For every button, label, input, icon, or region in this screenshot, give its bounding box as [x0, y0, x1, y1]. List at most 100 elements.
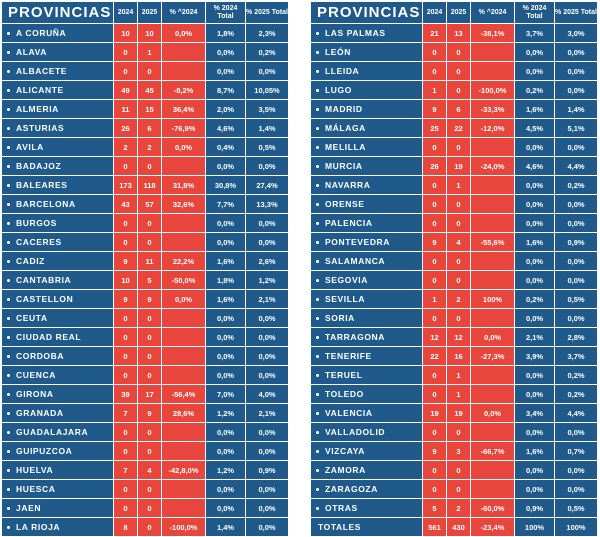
value-2025: 22	[447, 119, 471, 138]
value-2024: 0	[423, 214, 447, 233]
bullet-icon	[316, 449, 319, 453]
province-label: LEÓN	[325, 47, 352, 57]
bullet-icon	[7, 373, 10, 377]
pct-2024-total: 8,7%	[206, 81, 246, 100]
table-row: ALAVA 0 1 0,0% 0,2%	[2, 43, 289, 62]
pct-2024-total: 0,0%	[206, 347, 246, 366]
value-2024: 5	[423, 499, 447, 518]
pct-change	[471, 43, 515, 62]
pct-2024-total: 0,0%	[515, 43, 555, 62]
province-name: VALENCIA	[311, 404, 423, 423]
pct-2025-total: 0,0%	[246, 347, 289, 366]
pct-change: -42,8,0%	[162, 461, 206, 480]
pct-change: 28,6%	[162, 404, 206, 423]
province-label: ZAMORA	[325, 465, 366, 475]
pct-change: -76,9%	[162, 119, 206, 138]
table-row: VALENCIA 19 19 0,0% 3,4% 4,4%	[311, 404, 598, 423]
province-label: LA RIOJA	[16, 522, 61, 532]
province-label: MELILLA	[325, 142, 367, 152]
value-2024: 9	[114, 252, 138, 271]
pct-change	[471, 385, 515, 404]
table-row: MURCIA 26 19 -24,0% 4,6% 4,4%	[311, 157, 598, 176]
province-name: A CORUÑA	[2, 24, 114, 43]
province-label: OTRAS	[325, 503, 358, 513]
pct-change	[471, 176, 515, 195]
province-label: LLEIDA	[325, 66, 360, 76]
bullet-icon	[7, 88, 10, 92]
province-label: CANTABRIA	[16, 275, 72, 285]
pct-change	[162, 309, 206, 328]
bullet-icon	[316, 354, 319, 358]
value-2024: 19	[423, 404, 447, 423]
pct-2024-total: 7,0%	[206, 385, 246, 404]
province-label: HUESCA	[16, 484, 56, 494]
pct-2024-total: 4,6%	[515, 157, 555, 176]
pct-2025-total: 0,0%	[555, 271, 598, 290]
table-row: MELILLA 0 0 0,0% 0,0%	[311, 138, 598, 157]
value-2024: 39	[114, 385, 138, 404]
table-row: CANTABRIA 10 5 -50,0% 1,8% 1,2%	[2, 271, 289, 290]
table-row: ASTURIAS 26 6 -76,9% 4,6% 1,4%	[2, 119, 289, 138]
province-label: ALAVA	[16, 47, 48, 57]
pct-2025-total: 0,0%	[246, 62, 289, 81]
pct-change: -12,0%	[471, 119, 515, 138]
table-row: CORDOBA 0 0 0,0% 0,0%	[2, 347, 289, 366]
pct-change: 0,0%	[471, 404, 515, 423]
value-2024: 25	[423, 119, 447, 138]
province-name: CUENCA	[2, 366, 114, 385]
pct-change: -55,6%	[471, 233, 515, 252]
province-name: CORDOBA	[2, 347, 114, 366]
pct-change	[162, 366, 206, 385]
pct-2025-total: 0,0%	[246, 423, 289, 442]
value-2024: 10	[114, 271, 138, 290]
table-row: LLEIDA 0 0 0,0% 0,0%	[311, 62, 598, 81]
table-row: CEUTA 0 0 0,0% 0,0%	[2, 309, 289, 328]
table-row: HUESCA 0 0 0,0% 0,0%	[2, 480, 289, 499]
province-name: CANTABRIA	[2, 271, 114, 290]
province-label: ASTURIAS	[16, 123, 65, 133]
province-label: MADRID	[325, 104, 363, 114]
pct-change: -23,4%	[471, 518, 515, 537]
province-label: ORENSE	[325, 199, 365, 209]
pct-2025-total: 0,5%	[555, 499, 598, 518]
header-provincias: PROVINCIAS	[311, 2, 423, 24]
value-2024: 0	[114, 62, 138, 81]
value-2025: 2	[447, 290, 471, 309]
value-2025: 0	[447, 309, 471, 328]
province-name: ALICANTE	[2, 81, 114, 100]
table-header: PROVINCIAS 2024 2025 % ^2024 % 2024 Tota…	[311, 2, 598, 24]
pct-2024-total: 0,0%	[515, 214, 555, 233]
bullet-icon	[316, 164, 319, 168]
pct-2025-total: 0,0%	[555, 195, 598, 214]
pct-change: 0,0%	[162, 138, 206, 157]
province-name: ORENSE	[311, 195, 423, 214]
pct-change: -50,0%	[162, 271, 206, 290]
province-label: CACERES	[16, 237, 62, 247]
province-name: ZAMORA	[311, 461, 423, 480]
table-row: ZARAGOZA 0 0 0,0% 0,0%	[311, 480, 598, 499]
bullet-icon	[7, 430, 10, 434]
value-2025: 1	[447, 366, 471, 385]
value-2025: 0	[138, 518, 162, 537]
bullet-icon	[316, 88, 319, 92]
header-pct-2025-total: % 2025 Total	[555, 2, 598, 24]
province-label: VALLADOLID	[325, 427, 386, 437]
totals-row: TOTALES 561 430 -23,4% 100% 100%	[311, 518, 598, 537]
table-row: OTRAS 5 2 -60,0% 0,9% 0,5%	[311, 499, 598, 518]
pct-2025-total: 1,4%	[246, 119, 289, 138]
header-2024: 2024	[114, 2, 138, 24]
header-2025: 2025	[138, 2, 162, 24]
value-2025: 15	[138, 100, 162, 119]
pct-2025-total: 0,0%	[246, 157, 289, 176]
table-row: GRANADA 7 9 28,6% 1,2% 2,1%	[2, 404, 289, 423]
value-2025: 4	[138, 461, 162, 480]
pct-change: -100,0%	[471, 81, 515, 100]
pct-2024-total: 0,4%	[206, 138, 246, 157]
table-row: ALICANTE 49 45 -8,2% 8,7% 10,05%	[2, 81, 289, 100]
bullet-icon	[7, 525, 10, 529]
pct-change: -60,0%	[471, 499, 515, 518]
value-2025: 6	[138, 119, 162, 138]
table-row: VALLADOLID 0 0 0,0% 0,0%	[311, 423, 598, 442]
table-row: CADIZ 9 11 22,2% 1,6% 2,6%	[2, 252, 289, 271]
value-2024: 7	[114, 461, 138, 480]
